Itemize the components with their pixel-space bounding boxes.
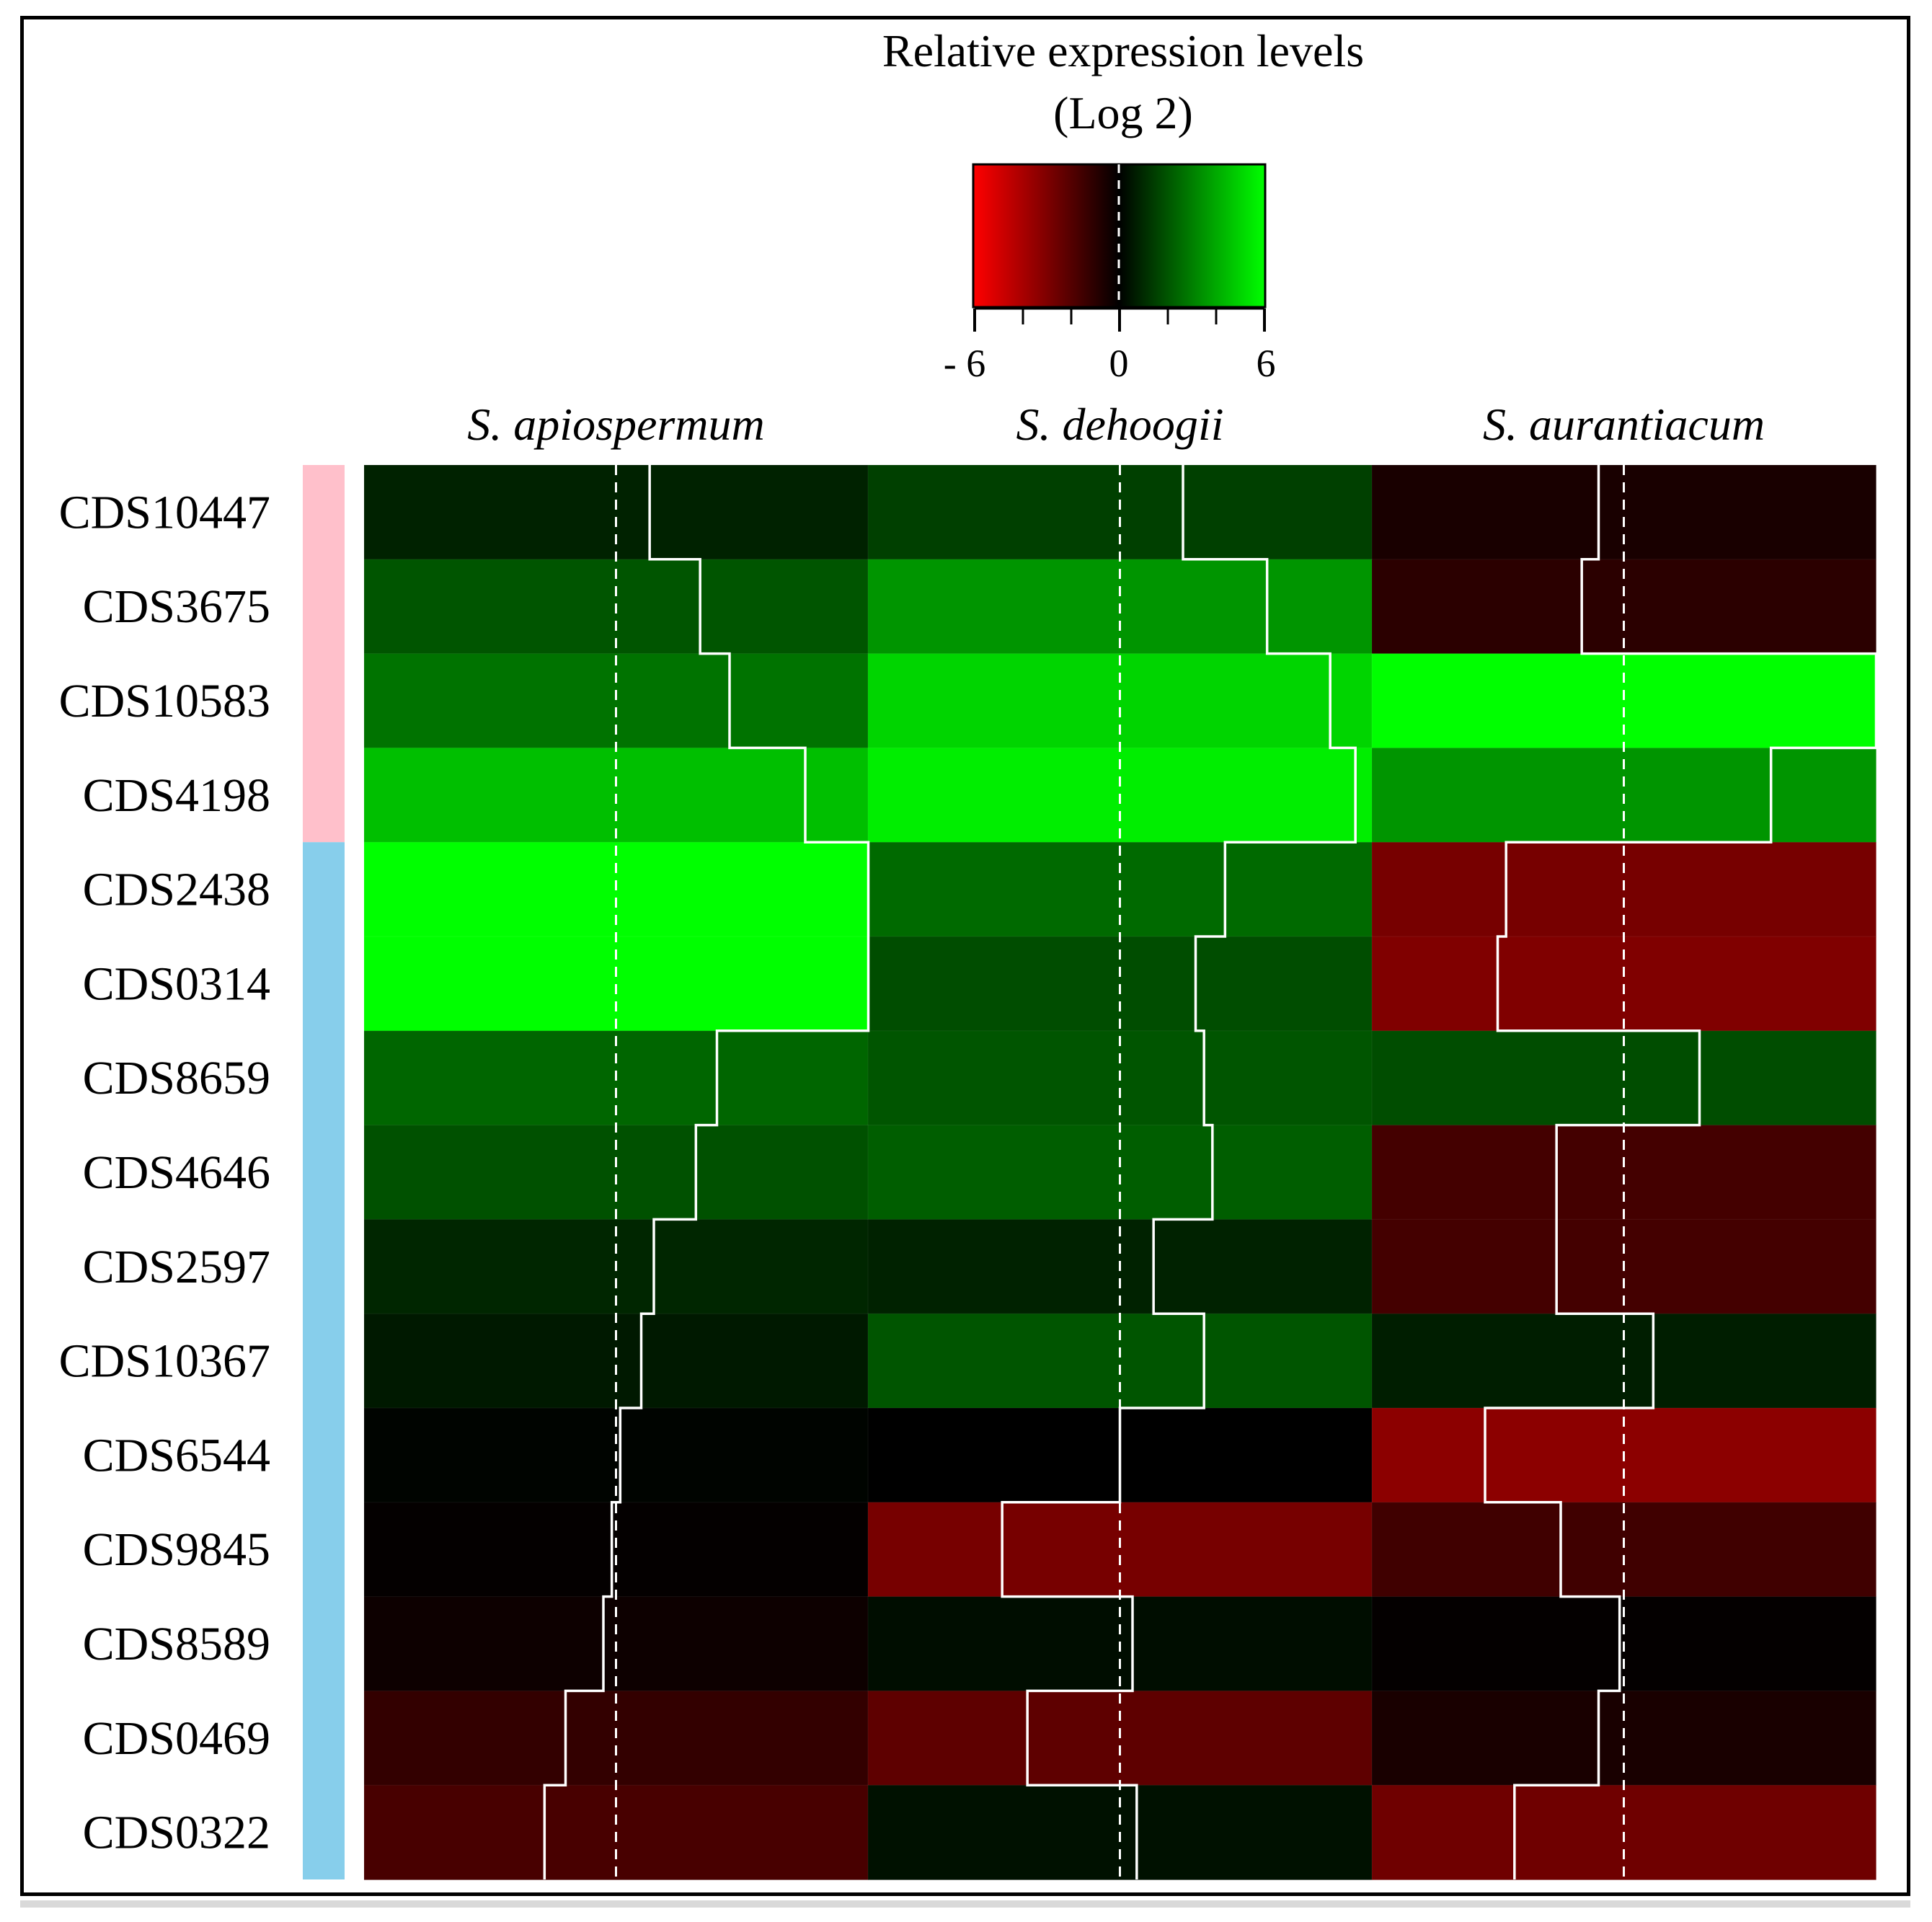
row-label: CDS3675 <box>83 580 270 633</box>
row-group-bar <box>303 842 345 1879</box>
frame-shadow <box>20 1900 1910 1908</box>
legend-title-line2: (Log 2) <box>1053 87 1193 138</box>
heatmap-cell <box>867 1313 1373 1409</box>
legend-title-line1: Relative expression levels <box>882 25 1364 76</box>
heatmap-cell <box>867 1125 1373 1221</box>
heatmap-cell <box>867 464 1373 560</box>
row-labels: CDS10447 CDS3675 CDS10583 CDS4198 CDS2438 CDS… <box>59 486 270 1859</box>
heatmap-cell <box>1371 1125 1877 1221</box>
row-label: CDS10367 <box>59 1335 270 1388</box>
heatmap-cell <box>1371 464 1877 560</box>
heatmap-cell <box>363 1502 869 1598</box>
legend-axis <box>973 307 1266 332</box>
row-label: CDS4198 <box>83 769 270 822</box>
row-label: CDS10447 <box>59 486 270 539</box>
trace-line <box>1001 465 1357 1879</box>
row-label: CDS6544 <box>83 1429 270 1482</box>
trace-line <box>543 465 870 1879</box>
legend-max-label: 6 <box>1257 342 1276 385</box>
row-label: CDS9845 <box>83 1523 270 1576</box>
row-label: CDS8589 <box>83 1618 270 1670</box>
heatmap-cell <box>1371 1502 1877 1598</box>
row-label: CDS0322 <box>83 1807 270 1859</box>
column-header: S. dehoogii <box>1016 399 1224 450</box>
heatmap-cell <box>363 1125 869 1221</box>
heatmap-cell <box>1371 1313 1877 1409</box>
heatmap-cell <box>363 1313 869 1409</box>
legend-min-label: - 6 <box>944 342 985 385</box>
heatmap-cell <box>363 464 869 560</box>
row-label: CDS10583 <box>59 675 270 727</box>
color-legend: Relative expression levels (Log 2) - 6 0… <box>882 25 1364 385</box>
row-label: CDS0314 <box>83 957 270 1010</box>
legend-mid-label: 0 <box>1109 342 1129 385</box>
trace-line <box>1484 465 1878 1879</box>
column-header: S. aurantiacum <box>1483 399 1765 450</box>
heatmap-cell <box>867 1502 1373 1598</box>
column-header: S. apiospermum <box>467 399 764 450</box>
row-label: CDS8659 <box>83 1052 270 1104</box>
row-label: CDS4646 <box>83 1146 270 1199</box>
trace-lines <box>543 465 1878 1879</box>
row-label: CDS0469 <box>83 1712 270 1765</box>
row-group-bars <box>303 465 345 1879</box>
column-headers: S. apiospermum S. dehoogii S. aurantiacum <box>467 399 1765 450</box>
row-group-bar <box>303 465 345 843</box>
row-label: CDS2597 <box>83 1241 270 1293</box>
row-label: CDS2438 <box>83 864 270 916</box>
